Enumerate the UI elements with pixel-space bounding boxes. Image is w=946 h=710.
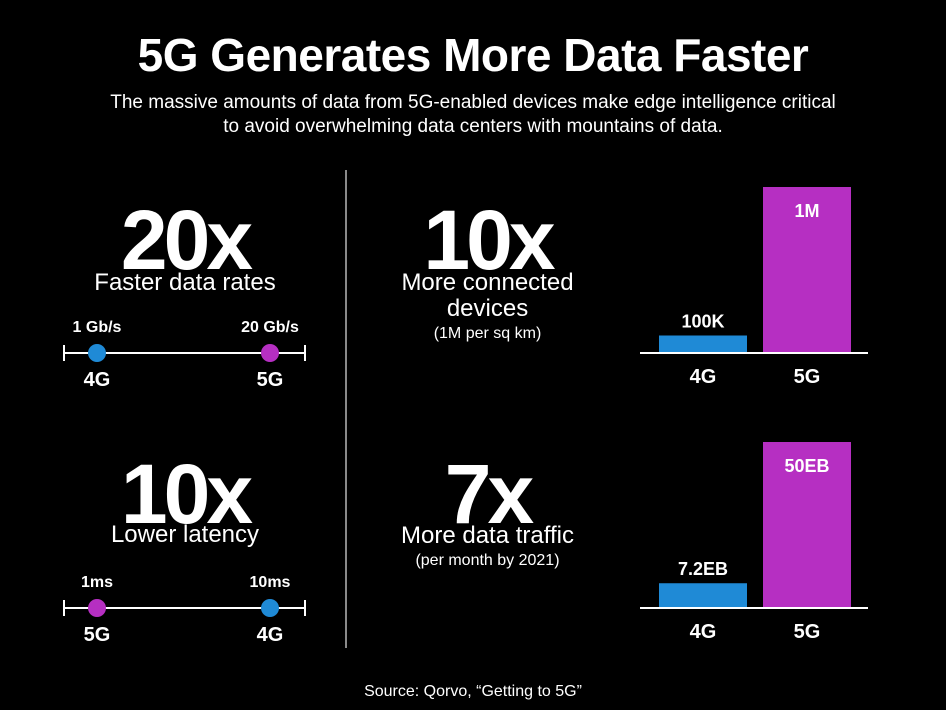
rates-right-gen: 5G (256, 369, 284, 391)
source-note: Source: Qorvo, “Getting to 5G” (364, 683, 582, 700)
latency-4g-dot (261, 599, 279, 617)
latency-left-value: 1ms (80, 574, 114, 591)
devices-multiplier: 10x (423, 193, 555, 287)
traffic-note: (per month by 2021) (415, 552, 560, 569)
rates-label: Faster data rates (94, 269, 276, 296)
rates-scale-cap-left (63, 345, 65, 361)
traffic-bar-4g (659, 583, 747, 607)
rates-scale-line (63, 352, 306, 354)
latency-scale-cap-right (304, 600, 306, 616)
rates-left-gen: 4G (83, 369, 111, 391)
traffic-bar-5g (763, 442, 851, 607)
latency-scale-cap-left (63, 600, 65, 616)
traffic-category-label-5g: 5G (794, 621, 821, 643)
latency-left-gen: 5G (83, 624, 111, 646)
traffic-data-label-5g: 50EB (784, 456, 829, 476)
devices-label-line1: More connected (401, 269, 574, 296)
devices-label-line2: devices (446, 295, 529, 322)
rates-4g-dot (88, 344, 106, 362)
rates-5g-dot (261, 344, 279, 362)
rates-left-value: 1 Gb/s (72, 319, 122, 336)
latency-right-value: 10ms (249, 574, 291, 591)
latency-5g-dot (88, 599, 106, 617)
page-subtitle: The massive amounts of data from 5G-enab… (110, 92, 836, 137)
devices-note: (1M per sq km) (433, 325, 542, 342)
latency-right-gen: 4G (256, 624, 284, 646)
latency-scale-line (63, 607, 306, 609)
devices-bar-5g (763, 187, 851, 352)
devices-category-label-5g: 5G (794, 366, 821, 388)
traffic-bar-chart: 7.2EB 4G 50EB 5G (640, 442, 868, 643)
devices-data-label-5g: 1M (794, 201, 819, 221)
page-title: 5G Generates More Data Faster (137, 29, 809, 81)
rates-right-value: 20 Gb/s (241, 319, 299, 336)
rates-scale-cap-right (304, 345, 306, 361)
devices-bar-4g (659, 335, 747, 352)
devices-category-label-4g: 4G (690, 366, 717, 388)
traffic-data-label-4g: 7.2EB (678, 559, 728, 579)
devices-data-label-4g: 100K (681, 312, 724, 332)
rates-multiplier: 20x (120, 193, 253, 287)
latency-multiplier: 10x (120, 447, 253, 541)
latency-label: Lower latency (110, 521, 260, 548)
traffic-label: More data traffic (401, 522, 574, 549)
vertical-divider (345, 170, 347, 648)
traffic-category-label-4g: 4G (690, 621, 717, 643)
traffic-multiplier: 7x (444, 447, 534, 541)
devices-bar-chart: 100K 4G 1M 5G (640, 187, 868, 388)
